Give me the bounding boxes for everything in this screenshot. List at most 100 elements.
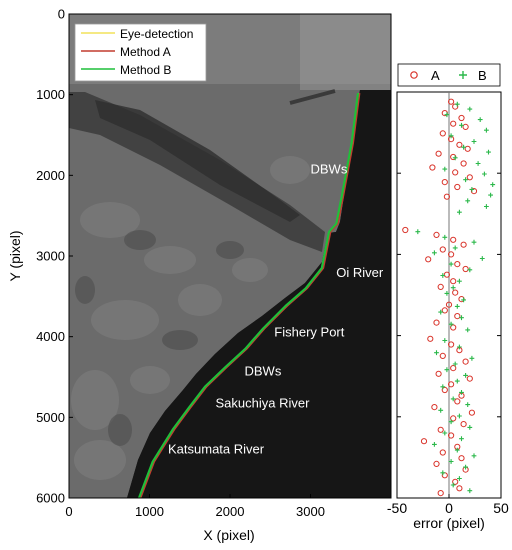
error-point-a xyxy=(427,335,434,342)
place-label-3: Fishery Port xyxy=(274,325,344,340)
place-labels: DBWs Oi River Fishery Port DBWs Sakuchiya Ri… xyxy=(168,162,384,457)
error-point-a xyxy=(437,283,444,290)
error-point-a xyxy=(431,404,438,411)
map-x-tick-label: 2000 xyxy=(216,504,245,519)
legend-method-a-label: Method A xyxy=(120,45,171,59)
legend-eye-label: Eye-detection xyxy=(120,27,193,41)
legend-b-marker xyxy=(459,71,467,79)
error-point-a xyxy=(456,485,463,492)
error-point-a xyxy=(462,265,469,273)
error-point-a xyxy=(441,179,448,186)
error-point-b xyxy=(454,304,460,309)
error-point-b xyxy=(448,261,454,267)
error-point-b xyxy=(452,155,458,161)
error-point-a xyxy=(448,381,455,388)
error-point-b xyxy=(475,161,481,166)
error-point-b xyxy=(434,350,439,356)
place-label-2: Oi River xyxy=(336,265,384,280)
error-x-tick-label: 50 xyxy=(493,500,509,516)
error-point-a xyxy=(445,301,453,308)
error-point-a xyxy=(433,319,440,326)
map-axes: 0 1000 2000 3000 0 1000 2000 3000 4000 5000 6000 xyxy=(36,7,325,520)
legend-method-b-label: Method B xyxy=(120,63,171,77)
error-point-b xyxy=(457,209,462,215)
error-point-b xyxy=(479,256,485,261)
error-panel: -50 0 50 A B error (pixel) xyxy=(387,63,509,531)
error-point-b xyxy=(454,101,460,107)
error-point-b xyxy=(484,127,489,133)
error-point-b xyxy=(440,273,446,278)
error-point-a xyxy=(452,289,459,296)
place-label-6: Katsumata River xyxy=(168,442,265,457)
map-legend: Eye-detection Method A Method B xyxy=(74,23,207,82)
error-point-a xyxy=(460,241,467,248)
error-point-b xyxy=(469,355,475,361)
error-point-b xyxy=(432,442,437,447)
error-point-a xyxy=(464,145,471,152)
error-point-a xyxy=(462,358,469,365)
error-point-a xyxy=(450,120,457,127)
error-point-b xyxy=(469,187,475,192)
error-point-a xyxy=(450,415,457,422)
coastline-lines xyxy=(137,92,361,498)
error-point-b xyxy=(471,453,477,459)
error-point-a xyxy=(466,174,473,181)
error-point-a xyxy=(441,386,448,394)
error-point-b xyxy=(450,396,456,402)
map-y-tick-label: 6000 xyxy=(36,491,65,506)
error-point-a xyxy=(450,365,457,372)
map-y-tick-label: 1000 xyxy=(36,87,65,102)
error-point-b xyxy=(484,204,489,209)
error-point-b xyxy=(482,171,487,177)
error-point-b xyxy=(450,285,456,291)
legend-a-label: A xyxy=(431,68,440,83)
error-point-b xyxy=(448,419,454,425)
error-point-b xyxy=(444,291,450,296)
place-label-4: DBWs xyxy=(245,363,282,378)
error-point-a xyxy=(460,160,467,167)
error-point-b xyxy=(459,122,464,128)
error-point-a xyxy=(450,153,457,161)
error-point-a xyxy=(439,449,446,456)
error-point-b xyxy=(471,139,477,144)
legend-b-label: B xyxy=(478,68,487,83)
error-point-a xyxy=(433,231,440,238)
error-point-a xyxy=(435,150,442,157)
error-point-b xyxy=(467,267,473,273)
map-x-axis-label: X (pixel) xyxy=(203,527,254,543)
error-point-b xyxy=(463,464,468,470)
error-point-a xyxy=(454,183,461,191)
error-point-a xyxy=(454,398,461,405)
error-point-b xyxy=(452,361,458,367)
error-point-a xyxy=(435,370,442,377)
error-point-b xyxy=(415,229,421,235)
error-point-b xyxy=(442,430,448,436)
error-point-b xyxy=(438,407,444,413)
map-y-tick-label: 0 xyxy=(58,7,65,22)
error-point-b xyxy=(465,198,471,204)
error-point-a xyxy=(450,324,457,331)
satellite-image xyxy=(69,14,391,498)
error-point-b xyxy=(444,112,450,118)
error-point-b xyxy=(442,166,448,172)
error-legend: A B xyxy=(397,63,501,87)
error-scatter xyxy=(402,98,496,497)
error-point-a xyxy=(450,236,457,243)
map-y-tick-label: 3000 xyxy=(36,249,65,264)
error-point-a xyxy=(452,169,459,176)
error-point-b xyxy=(454,378,460,384)
error-point-b xyxy=(450,482,456,488)
error-point-a xyxy=(454,313,461,320)
error-point-b xyxy=(459,390,464,395)
error-point-b xyxy=(444,367,450,373)
error-point-b xyxy=(454,447,460,453)
error-point-a xyxy=(456,141,463,148)
map-x-tick-label: 3000 xyxy=(296,504,325,519)
error-point-b xyxy=(461,297,466,303)
error-point-b xyxy=(448,459,454,464)
error-point-b xyxy=(442,234,448,240)
error-point-a xyxy=(448,98,455,105)
error-point-b xyxy=(440,384,446,390)
error-point-b xyxy=(459,436,464,442)
